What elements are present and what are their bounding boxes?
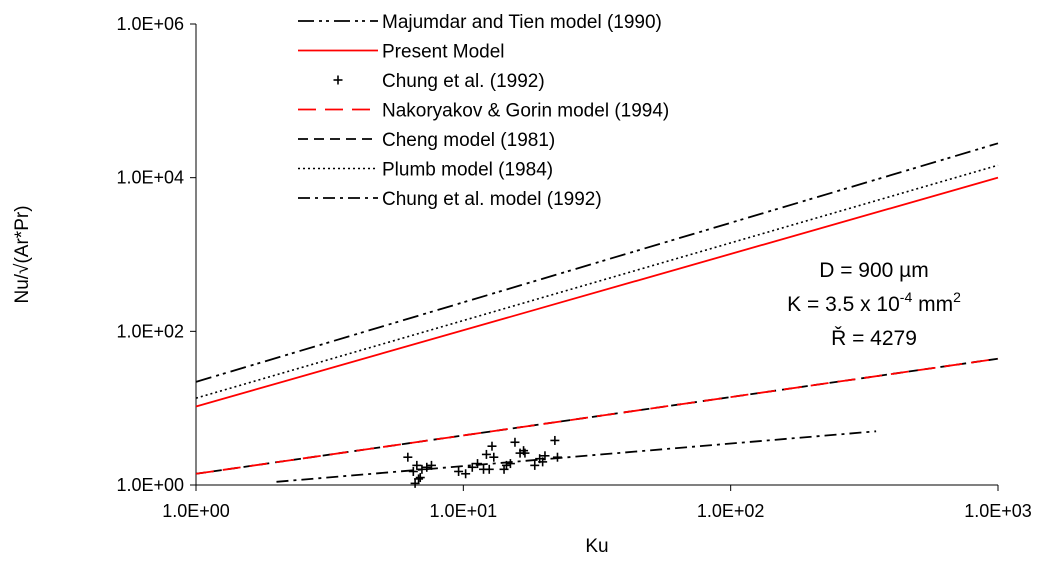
series-line-plumb-model-1984 [195, 164, 999, 399]
data-point [481, 449, 491, 459]
data-point [461, 469, 471, 479]
annotation-permeability: K = 3.5 x 10-4 mm2 [787, 289, 961, 316]
data-point [489, 452, 499, 462]
series-line-majumdar-and-tien-model-1990 [195, 142, 999, 383]
data-point [484, 464, 494, 474]
legend-label: Chung et al. model (1992) [382, 189, 602, 210]
legend-entry: Nakoryakov & Gorin model (1994) [298, 101, 669, 122]
legend-swatch [333, 75, 343, 85]
x-tick-label: 1.0E+02 [697, 501, 765, 521]
data-point [552, 452, 562, 462]
data-point [403, 452, 413, 462]
axes: 1.0E+00 1.0E+01 1.0E+02 1.0E+03 1.0E+001.0E… [116, 14, 1031, 521]
legend-entry: Plumb model (1984) [298, 160, 553, 181]
data-point [530, 460, 540, 470]
data-point [505, 459, 515, 469]
y-axis-label: Nu/√(Ar*Pr) [12, 205, 33, 303]
x-axis-label: Ku [585, 536, 608, 557]
series-line-chung-et-al-model-1992 [276, 430, 877, 483]
y-tick-label: 1.0E+06 [116, 14, 184, 34]
y-tick-label: 1.0E+04 [116, 168, 184, 188]
data-point [415, 473, 425, 483]
data-point [410, 478, 420, 488]
series-points-chung-et-al-1992 [403, 435, 562, 488]
legend-entry: Majumdar and Tien model (1990) [298, 12, 662, 33]
plot-area [195, 142, 999, 488]
annotation-diameter: D = 900 µm [819, 259, 929, 282]
legend-label: Nakoryakov & Gorin model (1994) [382, 101, 669, 122]
data-point [417, 464, 427, 474]
data-point [510, 437, 520, 447]
annotation: D = 900 µm K = 3.5 x 10-4 mm2 Ř = 4279 [787, 259, 961, 350]
annotation-permeability-exponent: -4 [900, 289, 913, 305]
legend-entry: Chung et al. model (1992) [298, 189, 602, 210]
data-point [520, 448, 530, 458]
annotation-permeability-unit: mm [912, 293, 953, 316]
series-line-present-model [195, 176, 999, 408]
annotation-ratio: Ř = 4279 [831, 327, 917, 350]
data-point [426, 460, 436, 470]
legend-label: Majumdar and Tien model (1990) [382, 12, 662, 33]
data-point [412, 460, 422, 470]
annotation-permeability-base: K = 3.5 x 10 [787, 293, 900, 316]
annotation-permeability-unit-power: 2 [953, 289, 961, 305]
data-point [487, 441, 497, 451]
legend: Majumdar and Tien model (1990) Present Mo… [298, 12, 669, 210]
legend-label: Chung et al. (1992) [382, 71, 545, 92]
data-point [408, 466, 418, 476]
legend-label: Cheng model (1981) [382, 130, 555, 151]
x-ticks: 1.0E+00 1.0E+01 1.0E+02 1.0E+03 [162, 485, 1032, 521]
series-line-nakoryakov-gorin-model-1994 [195, 357, 999, 475]
y-tick-label: 1.0E+02 [116, 321, 184, 341]
legend-entry: Cheng model (1981) [298, 130, 555, 151]
y-tick-label: 1.0E+00 [116, 475, 184, 495]
data-point [467, 462, 477, 472]
y-ticks: 1.0E+00 1.0E+02 1.0E+04 1.0E+06 [116, 14, 196, 495]
data-point [538, 457, 548, 467]
x-tick-label: 1.0E+03 [964, 501, 1032, 521]
legend-entry: Chung et al. (1992) [333, 71, 545, 92]
data-point [454, 466, 464, 476]
data-point [422, 462, 432, 472]
x-tick-label: 1.0E+01 [430, 501, 498, 521]
data-point [550, 435, 560, 445]
data-point [473, 459, 483, 469]
x-tick-label: 1.0E+00 [162, 501, 230, 521]
legend-entry: Present Model [298, 42, 505, 63]
legend-label: Plumb model (1984) [382, 160, 553, 181]
data-point [501, 460, 511, 470]
data-point [540, 451, 550, 461]
legend-label: Present Model [382, 42, 505, 63]
